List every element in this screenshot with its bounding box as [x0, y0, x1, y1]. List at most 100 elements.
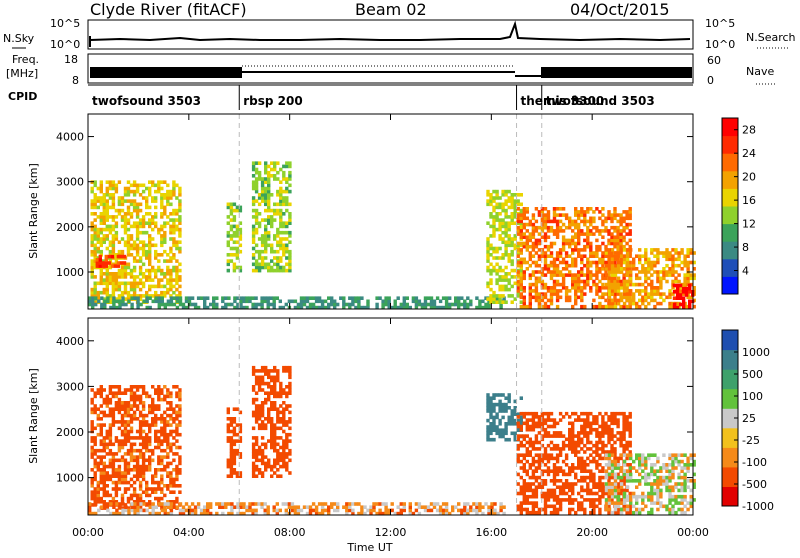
vel-cell [260, 502, 263, 506]
vel-cell [598, 463, 601, 467]
power-cell [574, 242, 577, 246]
power-cell [460, 303, 463, 307]
power-cell [605, 248, 608, 252]
vel-cell [520, 476, 523, 480]
power-cell [288, 231, 291, 235]
power-cell [556, 283, 559, 287]
vel-cell [601, 450, 604, 454]
power-cell [227, 244, 230, 248]
power-cell [650, 283, 653, 287]
vel-cell [589, 412, 592, 416]
vel-cell [230, 439, 233, 443]
vel-cell [282, 462, 285, 466]
power-cell [498, 266, 501, 270]
vel-cell [139, 481, 142, 485]
power-cell [620, 258, 623, 262]
vel-cell [255, 379, 258, 383]
power-cell [97, 247, 100, 251]
vel-cell [166, 423, 169, 427]
power-cell [103, 291, 106, 295]
power-cell [127, 209, 130, 213]
nsky-strip: N.Sky 10^5 10^0 10^5 10^0 N.Search [3, 17, 796, 51]
power-cell [160, 272, 163, 276]
power-cell [457, 300, 460, 304]
power-cell [252, 231, 255, 235]
vel-cell [345, 502, 348, 506]
vel-cell [276, 376, 279, 380]
vel-cell [598, 469, 601, 473]
vel-cell [489, 409, 492, 413]
power-cell [91, 203, 94, 207]
vel-cell [562, 434, 565, 438]
vel-cell [103, 414, 106, 418]
power-cell [288, 234, 291, 238]
vel-cell [514, 432, 517, 436]
vel-cell [586, 431, 589, 435]
vel-cell [541, 495, 544, 499]
vel-cell [520, 419, 523, 423]
power-cell [616, 242, 619, 246]
power-cell [625, 242, 628, 246]
power-cell [671, 280, 674, 284]
vel-cell [532, 476, 535, 480]
power-cell [629, 213, 632, 217]
power-cell [166, 203, 169, 207]
vel-cell [103, 398, 106, 402]
vel-cell [233, 443, 236, 447]
power-cell [261, 256, 264, 260]
vel-cell [273, 427, 276, 431]
vel-cell [595, 415, 598, 419]
vel-cell [197, 505, 200, 509]
power-cell [520, 209, 523, 213]
power-cell [532, 248, 535, 252]
power-cell [559, 261, 562, 265]
power-cell [647, 258, 650, 262]
vel-cell [127, 388, 130, 392]
power-cell [683, 280, 686, 284]
power-cell [91, 237, 94, 241]
vel-cell [550, 495, 553, 499]
power-cell [632, 283, 635, 287]
vel-cell [559, 485, 562, 489]
vel-cell [267, 376, 270, 380]
power-cell [644, 267, 647, 271]
power-cell [136, 209, 139, 213]
power-cell [662, 292, 665, 296]
power-cell [568, 254, 571, 258]
vel-cell [535, 460, 538, 464]
power-cell [157, 231, 160, 235]
vel-cell [227, 465, 230, 469]
power-cell [607, 242, 610, 246]
vel-cell [436, 502, 439, 506]
vel-cell [230, 455, 233, 459]
vel-cell [535, 412, 538, 416]
vel-cell [163, 417, 166, 421]
power-cell [97, 199, 100, 203]
power-cell [99, 261, 102, 265]
vel-cell [574, 466, 577, 470]
power-cell [267, 269, 270, 273]
vel-cell [115, 385, 118, 389]
power-cell [157, 187, 160, 191]
vel-cell [282, 452, 285, 456]
vel-cell [553, 457, 556, 461]
power-cell [556, 267, 559, 271]
power-cell [592, 305, 595, 309]
vel-cell [103, 474, 106, 478]
power-cell [529, 239, 532, 243]
vel-cell [607, 495, 610, 499]
power-cell [532, 270, 535, 274]
vel-cell [267, 382, 270, 386]
vel-cell [273, 439, 276, 443]
vel-cell [233, 471, 236, 475]
vel-cell [541, 438, 544, 442]
vel-cell [608, 473, 611, 477]
power-cell [121, 250, 124, 254]
power-cell [629, 210, 632, 214]
vel-cell [273, 369, 276, 373]
y-tick-label: 1000 [56, 266, 84, 279]
vel-cell [233, 455, 236, 459]
vel-cell [178, 411, 181, 415]
power-cell [133, 225, 136, 229]
vel-cell [252, 452, 255, 456]
